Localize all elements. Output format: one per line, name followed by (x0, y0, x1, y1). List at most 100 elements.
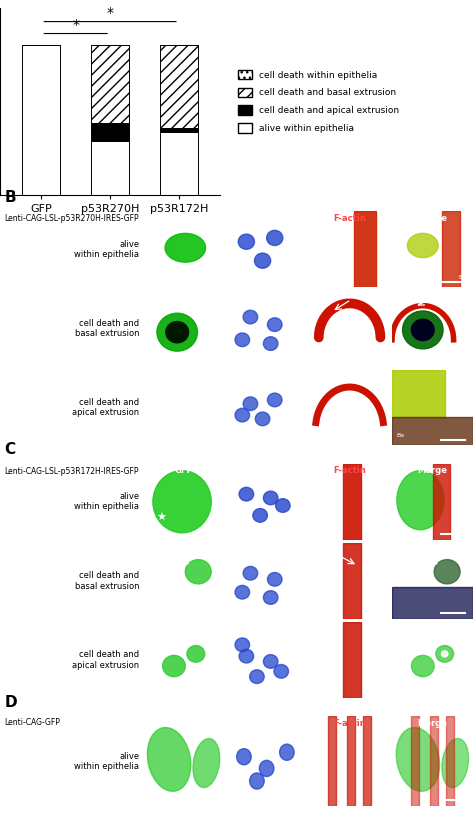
Text: Ba: Ba (458, 275, 466, 280)
Text: F-actin: F-actin (333, 719, 366, 728)
Circle shape (250, 773, 264, 789)
Text: GFP: GFP (174, 466, 193, 475)
Circle shape (255, 253, 271, 268)
Circle shape (243, 397, 258, 410)
Text: C: C (4, 442, 15, 458)
Ellipse shape (407, 233, 438, 258)
Circle shape (163, 655, 185, 676)
Circle shape (264, 591, 278, 605)
Ellipse shape (396, 728, 440, 792)
Text: *: * (107, 6, 114, 20)
Circle shape (280, 744, 294, 761)
Circle shape (264, 337, 278, 350)
Text: Lenti-CAG-LSL-p53R172H-IRES-GFP: Lenti-CAG-LSL-p53R172H-IRES-GFP (4, 467, 139, 476)
Text: Ba: Ba (396, 548, 404, 553)
Text: F-actin: F-actin (333, 214, 366, 223)
Bar (343, 622, 361, 698)
Ellipse shape (434, 560, 460, 584)
Text: Merge: Merge (418, 719, 447, 728)
Circle shape (441, 651, 448, 657)
Text: Lenti-CAG-GFP: Lenti-CAG-GFP (4, 718, 60, 727)
Circle shape (402, 311, 443, 349)
Circle shape (239, 487, 254, 501)
Text: D: D (4, 695, 17, 710)
Bar (442, 211, 460, 287)
Circle shape (243, 310, 258, 324)
Circle shape (267, 573, 282, 586)
Bar (160, 127, 198, 132)
Ellipse shape (193, 738, 220, 787)
Text: *: * (72, 18, 79, 32)
Text: Ap: Ap (455, 685, 464, 690)
Circle shape (166, 322, 189, 343)
Text: alive
within epithelia: alive within epithelia (74, 492, 139, 512)
Bar (343, 543, 361, 619)
Circle shape (250, 670, 264, 684)
Bar (392, 370, 445, 417)
Circle shape (255, 412, 270, 426)
Bar (354, 211, 376, 287)
Text: cell death and
basal extrusion: cell death and basal extrusion (75, 319, 139, 338)
Text: alive
within epithelia: alive within epithelia (74, 240, 139, 259)
Text: Merge: Merge (418, 214, 447, 223)
Bar (392, 417, 473, 446)
Ellipse shape (147, 728, 191, 792)
Circle shape (275, 499, 290, 512)
Circle shape (411, 319, 434, 340)
Circle shape (264, 491, 278, 505)
Bar (447, 716, 455, 806)
Circle shape (266, 230, 283, 246)
Circle shape (235, 585, 250, 599)
Bar (347, 716, 355, 806)
Bar (91, 141, 129, 195)
Text: alive
within epithelia: alive within epithelia (74, 752, 139, 771)
Circle shape (243, 566, 258, 580)
Text: Ba: Ba (458, 469, 466, 474)
Text: Hoechst: Hoechst (247, 719, 286, 728)
Ellipse shape (397, 471, 444, 530)
Text: Lenti-CAG-LSL-p53R270H-IRES-GFP: Lenti-CAG-LSL-p53R270H-IRES-GFP (4, 215, 139, 224)
Ellipse shape (153, 471, 211, 533)
Circle shape (267, 393, 282, 406)
Bar (343, 463, 361, 539)
Text: ★: ★ (156, 513, 166, 523)
Bar (160, 46, 198, 127)
Legend: cell death within epithelia, cell death and basal extrusion, cell death and apic: cell death within epithelia, cell death … (236, 68, 401, 135)
Text: Merge: Merge (418, 466, 447, 475)
Circle shape (157, 313, 198, 351)
Bar (432, 463, 450, 539)
Bar (22, 46, 60, 195)
Ellipse shape (185, 560, 211, 584)
Text: Hoechst: Hoechst (247, 466, 286, 475)
Circle shape (235, 408, 250, 422)
Text: Ap: Ap (450, 375, 459, 380)
Circle shape (235, 333, 250, 347)
Text: Ba: Ba (396, 628, 404, 632)
Text: Ba: Ba (396, 432, 404, 438)
Circle shape (237, 748, 251, 765)
Text: B: B (4, 190, 16, 205)
Circle shape (274, 664, 289, 678)
Text: cell death and
apical extrusion: cell death and apical extrusion (72, 650, 139, 670)
Text: ★: ★ (155, 379, 166, 392)
Circle shape (239, 650, 254, 663)
Bar (392, 587, 473, 619)
Circle shape (235, 638, 250, 652)
Text: cell death and
apical extrusion: cell death and apical extrusion (72, 398, 139, 417)
Bar (328, 716, 336, 806)
Circle shape (187, 645, 205, 663)
Text: Ap: Ap (399, 722, 407, 728)
Bar (364, 716, 372, 806)
Bar (91, 46, 129, 123)
Text: Ba: Ba (396, 295, 404, 301)
Bar (160, 132, 198, 195)
Circle shape (253, 508, 267, 522)
Circle shape (267, 317, 282, 331)
Circle shape (436, 645, 454, 663)
Text: GFP: GFP (174, 719, 193, 728)
Text: cell death and
basal extrusion: cell death and basal extrusion (75, 571, 139, 591)
Ellipse shape (165, 233, 206, 262)
Circle shape (411, 655, 434, 676)
Text: F-actin: F-actin (333, 466, 366, 475)
Text: Ap: Ap (399, 527, 407, 532)
